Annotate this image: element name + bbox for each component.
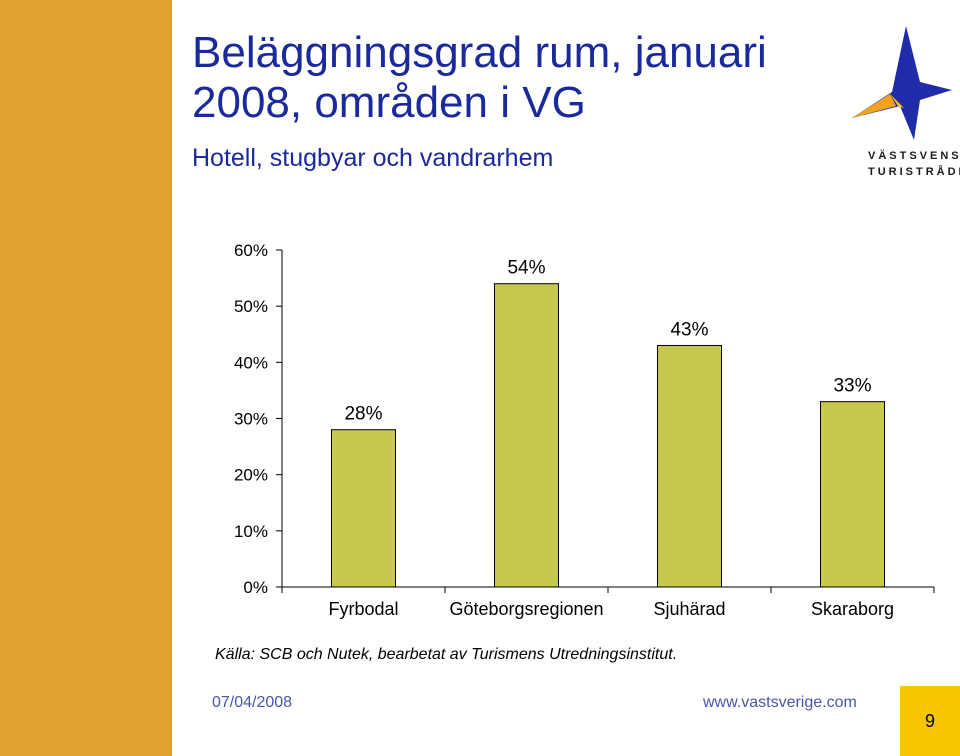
y-tick-label: 30% (234, 410, 268, 429)
data-labels: 28% 54% 43% 33% (344, 258, 871, 425)
category-label: Sjuhärad (653, 599, 725, 619)
left-accent-bar (0, 0, 172, 756)
category-labels: Fyrbodal Göteborgsregionen Sjuhärad Skarabo… (328, 599, 894, 619)
logo-text-line1: VÄSTSVENSKA (868, 150, 960, 162)
slide-title: Beläggningsgrad rum, januari 2008, områd… (192, 28, 767, 127)
category-label: Göteborgsregionen (449, 599, 603, 619)
data-label: 28% (344, 404, 382, 425)
star-logo-icon (852, 26, 952, 140)
category-label: Fyrbodal (328, 599, 398, 619)
page-number: 9 (900, 686, 960, 756)
slide-subtitle: Hotell, stugbyar och vandrarhem (192, 144, 554, 172)
bar-chart: 0% 10% 20% 30% 40% 50% 60% 28% 54% 43% 33% Fyrbod… (234, 241, 935, 619)
y-tick-label: 40% (234, 353, 268, 372)
footer-url[interactable]: www.vastsverige.com (703, 694, 857, 711)
page-number-text: 9 (924, 710, 935, 731)
footer-date: 07/04/2008 (212, 694, 293, 711)
data-label: 54% (507, 258, 545, 279)
category-label: Skaraborg (811, 599, 894, 619)
y-tick-label: 10% (234, 522, 268, 541)
bars (331, 283, 885, 588)
source-note: Källa: SCB och Nutek, bearbetat av Turis… (215, 646, 678, 663)
y-tick-label: 20% (234, 466, 268, 485)
y-axis: 0% 10% 20% 30% 40% 50% 60% (234, 241, 283, 597)
y-tick-label: 50% (234, 297, 268, 316)
bar-göteborgsregionen (494, 283, 559, 588)
data-label: 43% (670, 319, 708, 340)
y-tick-label: 0% (243, 578, 268, 597)
bar-sjuhärad (657, 344, 722, 588)
bar-fyrbodal (331, 429, 396, 588)
data-label: 33% (833, 376, 871, 397)
x-axis (281, 586, 935, 593)
bar-skaraborg (820, 401, 885, 588)
y-tick-label: 60% (234, 241, 268, 260)
logo-text-line2: TURISTRÅDET (868, 166, 960, 178)
